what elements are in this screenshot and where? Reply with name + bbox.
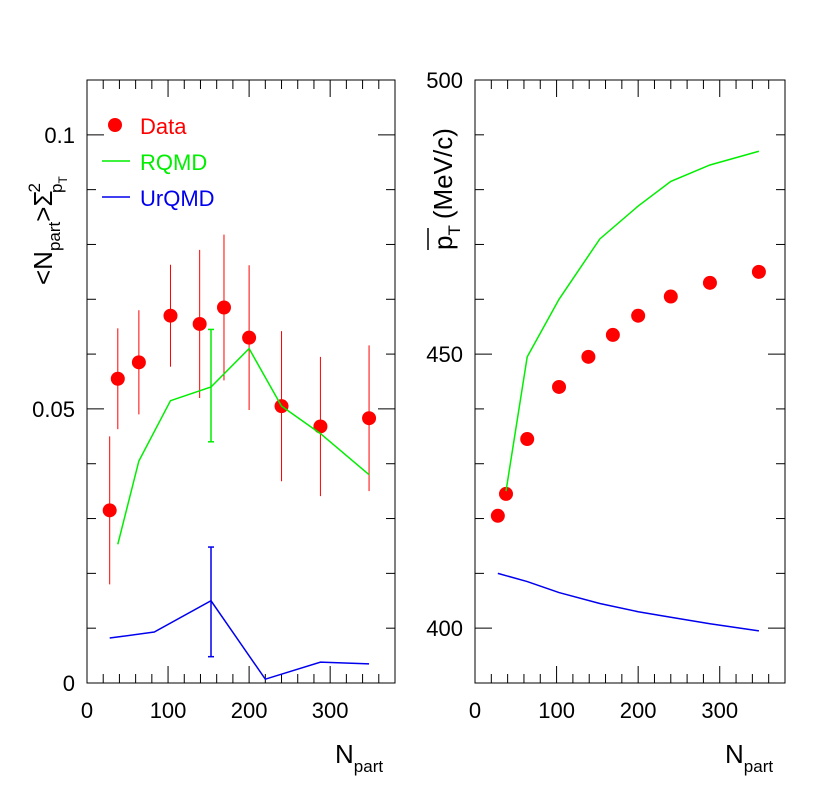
x-axis-label: Npart <box>335 739 383 776</box>
y-label-unit: (MeV/c) <box>428 128 458 219</box>
x-axis-label-sub: part <box>354 757 384 776</box>
x-tick-label: 100 <box>150 698 187 723</box>
y-label-sup: 2 <box>25 183 44 192</box>
y-label-p: p <box>47 184 66 193</box>
series-line-urqmd <box>109 599 370 681</box>
y-label-t: T <box>445 225 464 235</box>
y-tick-label: 400 <box>426 616 463 641</box>
data-point <box>102 503 117 518</box>
x-axis-label-main: N <box>335 739 354 769</box>
y-tick-label: 450 <box>426 342 463 367</box>
legend-marker-data <box>108 118 122 132</box>
y-axis-label: <Npart>Σ2 pT <box>25 176 70 285</box>
data-point <box>499 486 513 501</box>
data-point <box>362 411 377 426</box>
x-tick-label: 0 <box>469 698 481 723</box>
series-line-rqmd <box>505 150 760 492</box>
x-tick-label: 0 <box>81 698 93 723</box>
series-line-urqmd <box>497 572 760 632</box>
plot-frame <box>86 79 396 684</box>
series-line-rqmd <box>117 347 370 545</box>
data-point <box>490 508 505 523</box>
x-axis-label-main: N <box>725 739 744 769</box>
y-axis-label: pT (MeV/c) <box>428 128 464 250</box>
y-label-t: T <box>56 176 70 184</box>
y-tick-label: 500 <box>426 68 463 93</box>
data-point <box>520 432 535 447</box>
legend-label-rqmd: RQMD <box>140 150 207 175</box>
x-axis-label: Npart <box>725 739 773 776</box>
x-tick-label: 200 <box>620 698 657 723</box>
data-point <box>242 330 257 345</box>
x-tick-label: 300 <box>701 698 738 723</box>
y-label-n: <N <box>28 251 58 285</box>
y-tick-label: 0 <box>63 671 75 696</box>
y-label-p: p <box>428 236 458 250</box>
data-point <box>702 275 717 290</box>
x-tick-label: 200 <box>231 698 268 723</box>
y-tick-label: 0.1 <box>44 123 75 148</box>
x-axis-label-sub: part <box>744 757 774 776</box>
y-label-part: part <box>45 221 64 251</box>
data-point <box>192 316 207 331</box>
y-label-sigma: >Σ <box>28 190 58 221</box>
data-point <box>581 349 596 364</box>
x-tick-label: 100 <box>538 698 575 723</box>
plot-frame <box>474 79 786 684</box>
data-point <box>631 308 646 323</box>
legend-label-data: Data <box>140 114 187 139</box>
data-point <box>216 300 231 315</box>
data-point <box>552 379 567 394</box>
legend-label-urqmd: UrQMD <box>140 186 215 211</box>
x-tick-label: 300 <box>312 698 349 723</box>
y-tick-label: 0.05 <box>32 397 75 422</box>
data-point <box>163 308 178 323</box>
data-point <box>131 355 146 370</box>
data-point <box>605 327 620 342</box>
data-point <box>110 371 125 386</box>
data-point <box>313 419 328 434</box>
data-point <box>663 289 678 304</box>
data-point <box>751 264 766 279</box>
right-panel: 0 100 200 300 400 450 500 Npart pT (MeV/c) <box>426 68 786 776</box>
